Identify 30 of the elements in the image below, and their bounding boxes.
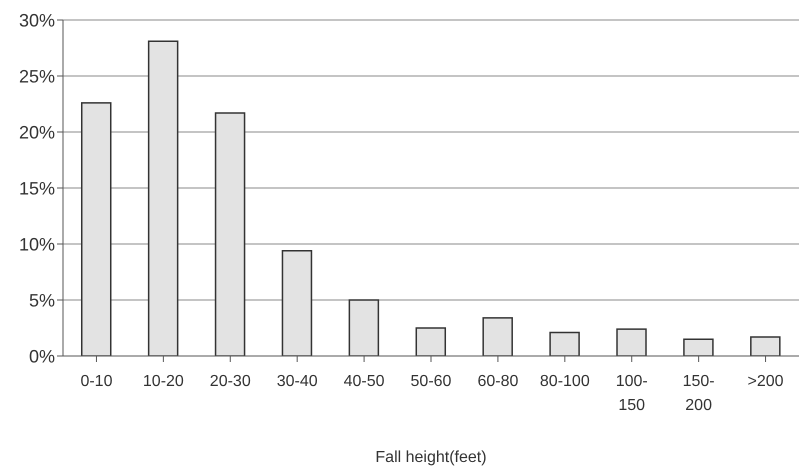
x-tick-label: 80-100 [540, 373, 590, 390]
x-tick-label: 150-200 [682, 373, 715, 414]
bar [148, 40, 178, 356]
bar [549, 332, 580, 356]
y-tick-label: 5% [28, 290, 55, 310]
bar [416, 327, 446, 356]
bar [616, 328, 647, 356]
y-tick-label: 20% [18, 122, 55, 142]
y-tick-label: 0% [28, 346, 55, 366]
x-tick-label: 20-30 [210, 373, 251, 390]
x-tick-label: 40-50 [344, 373, 385, 390]
x-tick-label: 0-10 [80, 373, 113, 390]
bar [750, 336, 781, 356]
y-tick-label: 15% [18, 178, 55, 198]
bar [683, 338, 714, 356]
bar [482, 317, 513, 356]
y-tick-label: 30% [18, 10, 55, 30]
x-tick-label: 60-80 [477, 373, 518, 390]
bar [80, 102, 112, 356]
x-tick-label: >200 [748, 373, 784, 390]
bar [214, 112, 246, 356]
x-tick-label: 100-150 [616, 373, 648, 414]
x-tick-label: 50-60 [410, 373, 452, 390]
x-axis-title: Fall height(feet) [375, 449, 487, 466]
bar [348, 299, 380, 356]
x-tick-label: 10-20 [142, 373, 184, 390]
y-tick-label: 10% [18, 234, 55, 254]
x-tick-label: 30-40 [276, 373, 318, 390]
bar [282, 250, 312, 356]
y-tick-label: 25% [18, 66, 55, 86]
